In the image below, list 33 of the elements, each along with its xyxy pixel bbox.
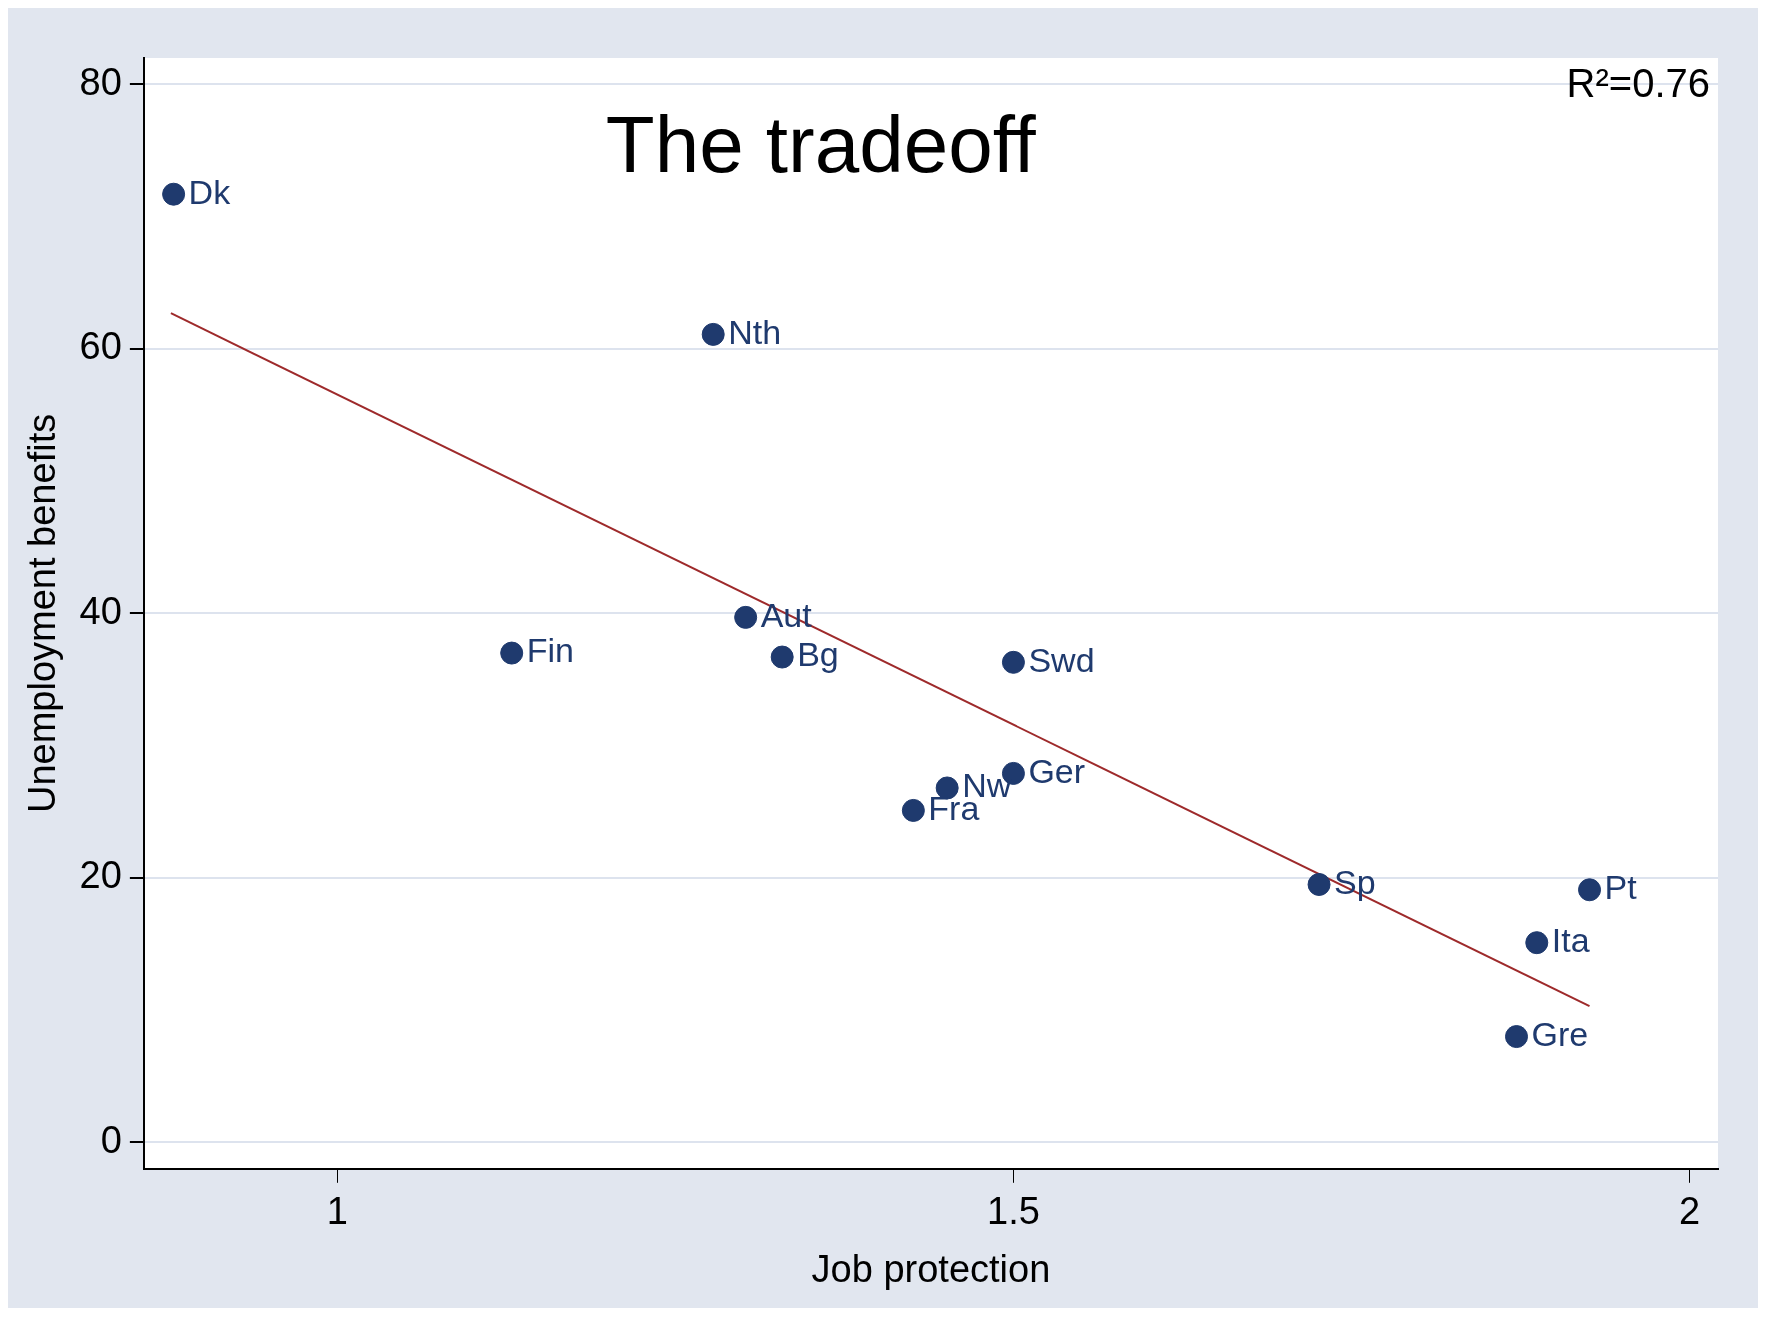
point [701,322,725,346]
y-tick-label: 40 [79,589,122,632]
annotation: Ita [1551,921,1590,960]
point [1001,650,1025,674]
point [901,798,925,822]
annotation: Fin [526,631,574,670]
y-tick-label: 20 [79,854,122,897]
point [1578,878,1602,902]
x-tick-label: 1 [326,1190,348,1233]
annotation: Dk [188,172,232,211]
y-axis-title: Unemployment benefits [21,413,64,814]
point [1525,931,1549,955]
x-tick-label: 2 [1679,1190,1701,1233]
annotation: Pt [1604,868,1638,907]
annotation: Gre [1531,1014,1589,1053]
annotation: Nth [728,312,782,351]
annotation: Swd [1028,640,1095,679]
point [1307,872,1331,896]
annotation: Bg [797,635,839,674]
annotation: R²=0.76 [1566,61,1710,106]
point [1505,1025,1528,1049]
y-tick-label: 0 [100,1118,122,1161]
point [500,641,524,665]
annotation: Sp [1334,862,1376,901]
text: The tradeoff [605,100,1037,190]
y-tick-label: 60 [79,325,122,368]
point [770,645,794,669]
x-tick-label: 1.5 [987,1190,1040,1233]
x-axis-title: Job protection [811,1247,1051,1290]
point [162,182,186,206]
point [734,605,758,629]
y-tick-label: 80 [79,60,122,103]
annotation: Ger [1028,751,1086,790]
